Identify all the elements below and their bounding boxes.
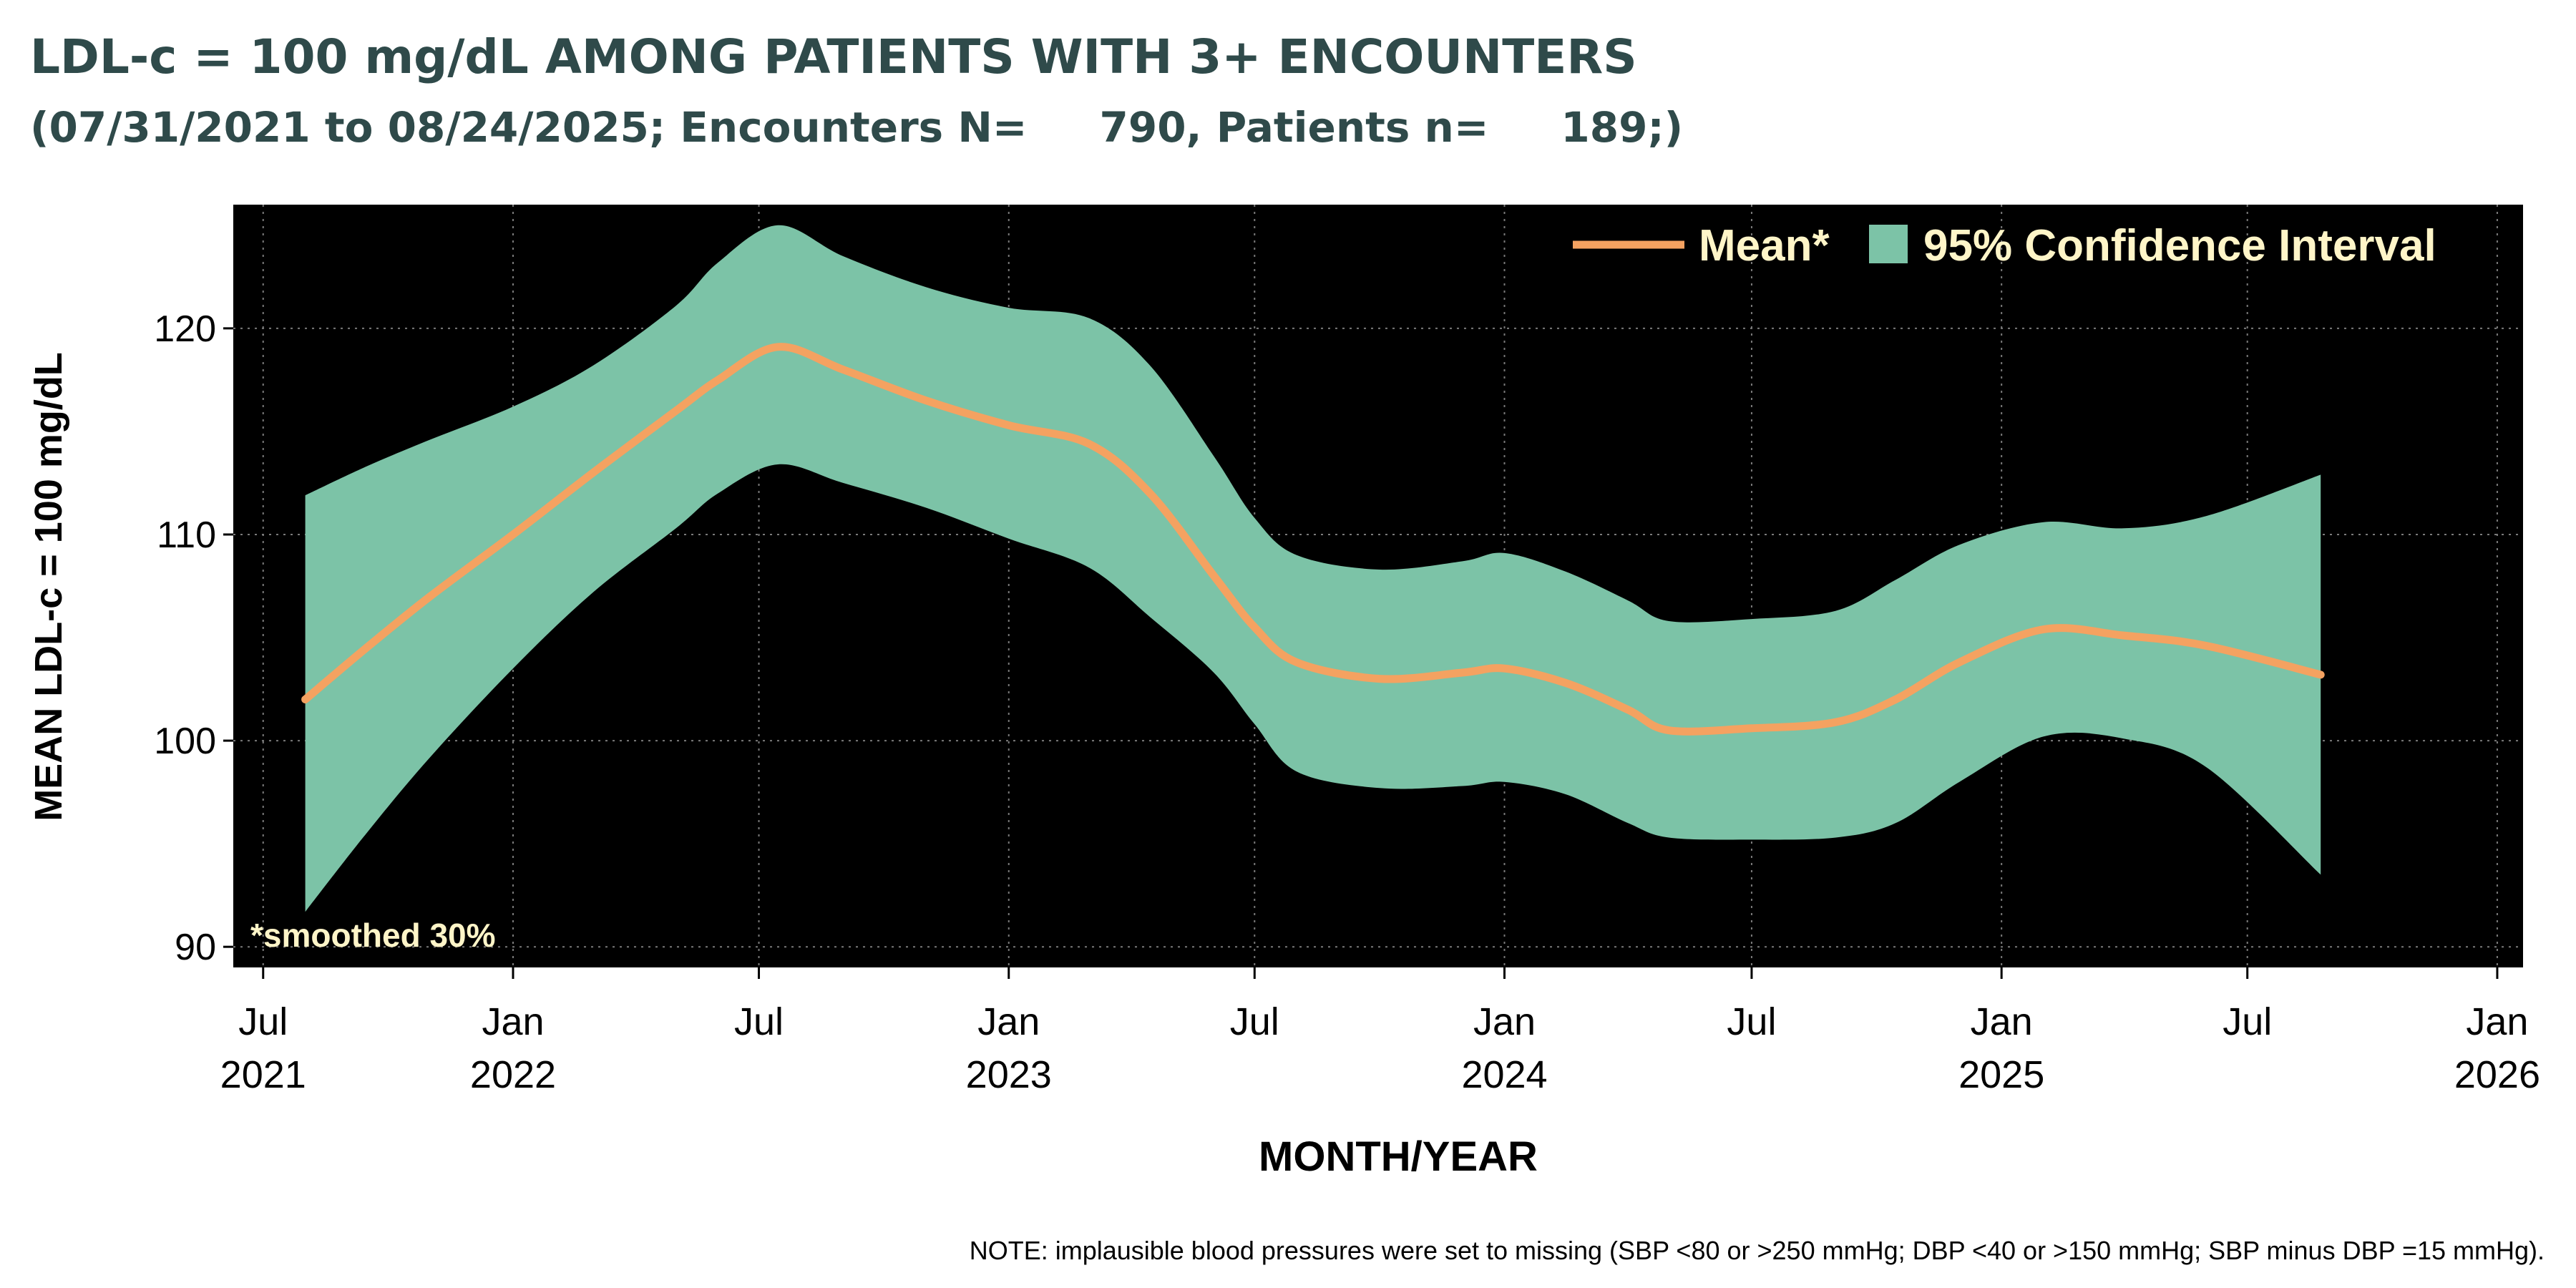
legend: Mean* 95% Confidence Interval	[1573, 221, 2436, 270]
footnote: NOTE: implausible blood pressures were s…	[970, 1236, 2545, 1265]
x-tick-month-label: Jan	[1473, 1000, 1536, 1043]
legend-ci-swatch	[1869, 225, 1908, 263]
y-tick-label: 110	[157, 514, 216, 556]
chart-subtitle: (07/31/2021 to 08/24/2025; Encounters N=…	[30, 103, 1683, 152]
x-axis-label: MONTH/YEAR	[1259, 1133, 1538, 1180]
ci-band-layer	[305, 225, 2321, 912]
x-tick-month-label: Jul	[238, 1000, 288, 1043]
x-tick-month-label: Jul	[734, 1000, 784, 1043]
y-axis-label: MEAN LDL-c = 100 mg/dL	[27, 352, 70, 821]
x-tick-year-label: 2025	[1958, 1053, 2044, 1096]
x-tick-month-label: Jan	[482, 1000, 544, 1043]
legend-ci-label: 95% Confidence Interval	[1923, 221, 2436, 270]
x-tick-year-label: 2021	[220, 1053, 306, 1096]
x-tick-year-label: 2026	[2454, 1053, 2540, 1096]
x-tick-month-label: Jan	[977, 1000, 1040, 1043]
x-tick-year-label: 2023	[966, 1053, 1052, 1096]
y-tick-label: 90	[175, 927, 216, 968]
legend-mean-label: Mean*	[1699, 221, 1830, 270]
x-tick-month-label: Jul	[2223, 1000, 2272, 1043]
axes: 90 100 110 120 Jul 2021 Jan 2022 Jul Jan 2023 Jul Ja…	[154, 308, 2540, 1096]
x-tick-year-label: 2022	[470, 1053, 556, 1096]
mean-line	[301, 343, 2325, 736]
x-tick-month-label: Jan	[2466, 1000, 2528, 1043]
chart-title: LDL-c = 100 mg/dL AMONG PATIENTS WITH 3+…	[30, 29, 1637, 84]
x-tick-month-label: Jan	[1971, 1000, 2033, 1043]
smoothing-annotation: *smoothed 30%	[250, 917, 496, 954]
mean-line-layer	[301, 343, 2325, 736]
x-tick-month-label: Jul	[1230, 1000, 1279, 1043]
x-tick-month-label: Jul	[1727, 1000, 1776, 1043]
ci-band	[305, 225, 2321, 912]
y-tick-label: 100	[154, 721, 216, 762]
x-tick-year-label: 2024	[1461, 1053, 1547, 1096]
y-tick-label: 120	[154, 308, 216, 350]
